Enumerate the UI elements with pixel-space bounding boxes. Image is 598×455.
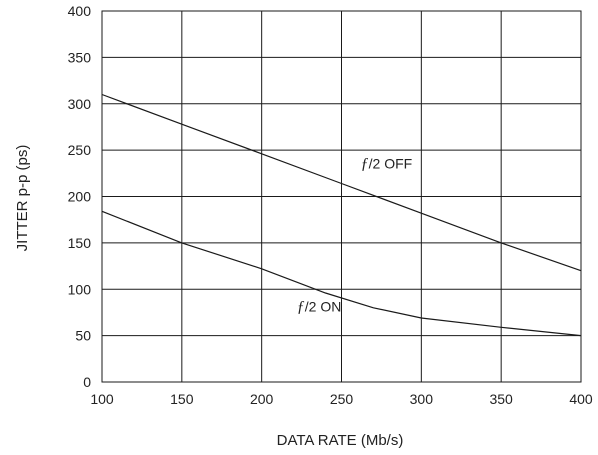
series-line-f-2-on [101,210,582,337]
x-tick-label-400: 400 [569,391,593,407]
y-tick-label-200: 200 [68,189,92,205]
y-tick-label-250: 250 [68,142,92,158]
y-axis-title: JITTER p-p (ps) [14,145,31,252]
y-tick-label-0: 0 [83,374,91,390]
x-tick-label-250: 250 [330,391,354,407]
series-label-f-2-on: ƒ/2 ON [297,299,342,316]
plot-frame [101,10,582,383]
x-tick-label-300: 300 [410,391,434,407]
x-tick-labels: 100 150 200 250 300 350 400 [90,391,593,407]
y-tick-label-50: 50 [75,328,91,344]
series-line-f-2-off [101,93,582,272]
series-lines [101,93,582,337]
series-annotations: ƒ/2 OFF ƒ/2 ON [297,156,412,316]
y-tick-label-100: 100 [68,281,92,297]
x-axis-title: DATA RATE (Mb/s) [277,432,404,449]
x-tick-label-200: 200 [250,391,274,407]
x-tick-label-100: 100 [90,391,114,407]
series-label-f-2-off: ƒ/2 OFF [361,156,413,173]
y-tick-label-400: 400 [68,3,92,19]
y-tick-label-350: 350 [68,49,92,65]
x-tick-label-350: 350 [489,391,513,407]
y-tick-labels: 0 50 100 150 200 250 300 350 400 [68,3,92,390]
y-tick-label-150: 150 [68,235,92,251]
y-tick-label-300: 300 [68,96,92,112]
grid [101,10,582,383]
x-tick-label-150: 150 [170,391,194,407]
